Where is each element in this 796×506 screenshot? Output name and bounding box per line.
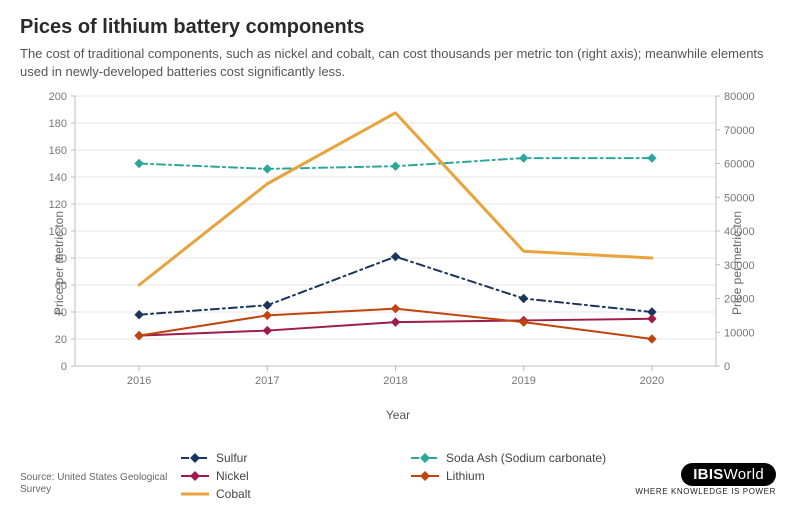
logo-text-a: IBIS: [693, 466, 723, 483]
svg-text:140: 140: [49, 172, 67, 184]
chart-area: Price per metric ton Price per metric to…: [20, 86, 776, 416]
chart-container: Pices of lithium battery components The …: [0, 0, 796, 506]
page-title: Pices of lithium battery components: [20, 16, 776, 39]
svg-text:20: 20: [55, 334, 67, 346]
svg-text:2019: 2019: [511, 375, 535, 387]
svg-text:2016: 2016: [127, 375, 151, 387]
svg-text:2018: 2018: [383, 375, 407, 387]
y-axis-label-right: Price per metric ton: [730, 211, 744, 315]
svg-text:160: 160: [49, 145, 67, 157]
svg-text:80000: 80000: [724, 91, 755, 103]
svg-text:2017: 2017: [255, 375, 279, 387]
svg-text:0: 0: [61, 361, 67, 373]
svg-text:50000: 50000: [724, 192, 755, 204]
x-axis-label: Year: [20, 408, 776, 422]
y-axis-label-left: Price per metric ton: [52, 211, 66, 315]
svg-text:180: 180: [49, 118, 67, 130]
logo-text-b: World: [724, 466, 764, 483]
chart-svg: 0204060801001201401601802000100002000030…: [20, 86, 776, 406]
source-text: Source: United States Geological Survey: [20, 472, 180, 496]
logo: IBISWorld WHERE KNOWLEDGE IS POWER: [635, 463, 776, 496]
svg-text:10000: 10000: [724, 327, 755, 339]
svg-text:200: 200: [49, 91, 67, 103]
svg-text:2020: 2020: [640, 375, 664, 387]
svg-text:70000: 70000: [724, 125, 755, 137]
subtitle: The cost of traditional components, such…: [20, 45, 776, 80]
footer: Source: United States Geological Survey …: [20, 463, 776, 496]
logo-tagline: WHERE KNOWLEDGE IS POWER: [635, 487, 776, 496]
svg-text:0: 0: [724, 361, 730, 373]
logo-badge: IBISWorld: [681, 463, 776, 486]
svg-text:60000: 60000: [724, 159, 755, 171]
svg-text:120: 120: [49, 199, 67, 211]
